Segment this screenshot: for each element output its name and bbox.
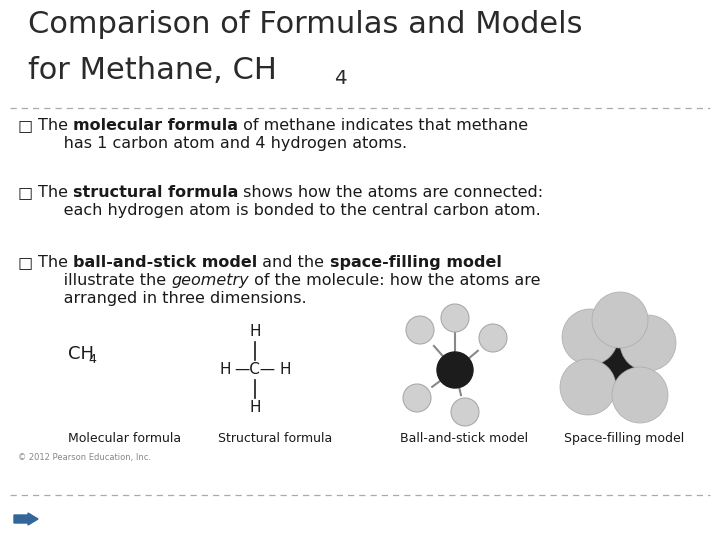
Text: has 1 carbon atom and 4 hydrogen atoms.: has 1 carbon atom and 4 hydrogen atoms. [38, 136, 407, 151]
Circle shape [441, 304, 469, 332]
Text: □: □ [18, 185, 33, 200]
Text: Structural formula: Structural formula [218, 432, 332, 445]
Text: and the: and the [257, 255, 330, 270]
Circle shape [437, 352, 473, 388]
Text: geometry: geometry [171, 273, 249, 288]
Text: Comparison of Formulas and Models: Comparison of Formulas and Models [28, 10, 582, 39]
Text: Molecular formula: Molecular formula [68, 432, 181, 445]
Circle shape [403, 384, 431, 412]
Text: space-filling model: space-filling model [330, 255, 501, 270]
Text: The: The [38, 185, 73, 200]
Text: H: H [249, 401, 261, 415]
Text: Space-filling model: Space-filling model [564, 432, 684, 445]
Text: CH: CH [68, 345, 94, 363]
Text: 4: 4 [334, 69, 346, 88]
Text: ball-and-stick model: ball-and-stick model [73, 255, 257, 270]
Text: of methane indicates that methane: of methane indicates that methane [238, 118, 528, 133]
Circle shape [620, 315, 676, 371]
Text: © 2012 Pearson Education, Inc.: © 2012 Pearson Education, Inc. [18, 453, 151, 462]
Text: H: H [249, 325, 261, 340]
Text: □: □ [18, 118, 33, 133]
Text: The: The [38, 255, 73, 270]
Text: illustrate the: illustrate the [38, 273, 171, 288]
Circle shape [562, 309, 618, 365]
Circle shape [612, 367, 668, 423]
Text: H: H [220, 362, 230, 377]
Text: for Methane, CH: for Methane, CH [28, 56, 277, 85]
Text: shows how the atoms are connected:: shows how the atoms are connected: [238, 185, 544, 200]
Text: 4: 4 [88, 353, 96, 366]
Text: The: The [38, 118, 73, 133]
Circle shape [592, 292, 648, 348]
Text: molecular formula: molecular formula [73, 118, 238, 133]
Text: each hydrogen atom is bonded to the central carbon atom.: each hydrogen atom is bonded to the cent… [38, 203, 541, 218]
Circle shape [451, 398, 479, 426]
Circle shape [560, 359, 616, 415]
Text: H: H [279, 362, 291, 377]
Text: Ball-and-stick model: Ball-and-stick model [400, 432, 528, 445]
Circle shape [479, 324, 507, 352]
Text: —C—: —C— [235, 362, 276, 377]
Text: of the molecule: how the atoms are: of the molecule: how the atoms are [249, 273, 541, 288]
Circle shape [590, 340, 650, 400]
FancyArrow shape [14, 513, 38, 525]
Circle shape [406, 316, 434, 344]
Text: arranged in three dimensions.: arranged in three dimensions. [38, 291, 307, 306]
Text: □: □ [18, 255, 33, 270]
Text: structural formula: structural formula [73, 185, 238, 200]
